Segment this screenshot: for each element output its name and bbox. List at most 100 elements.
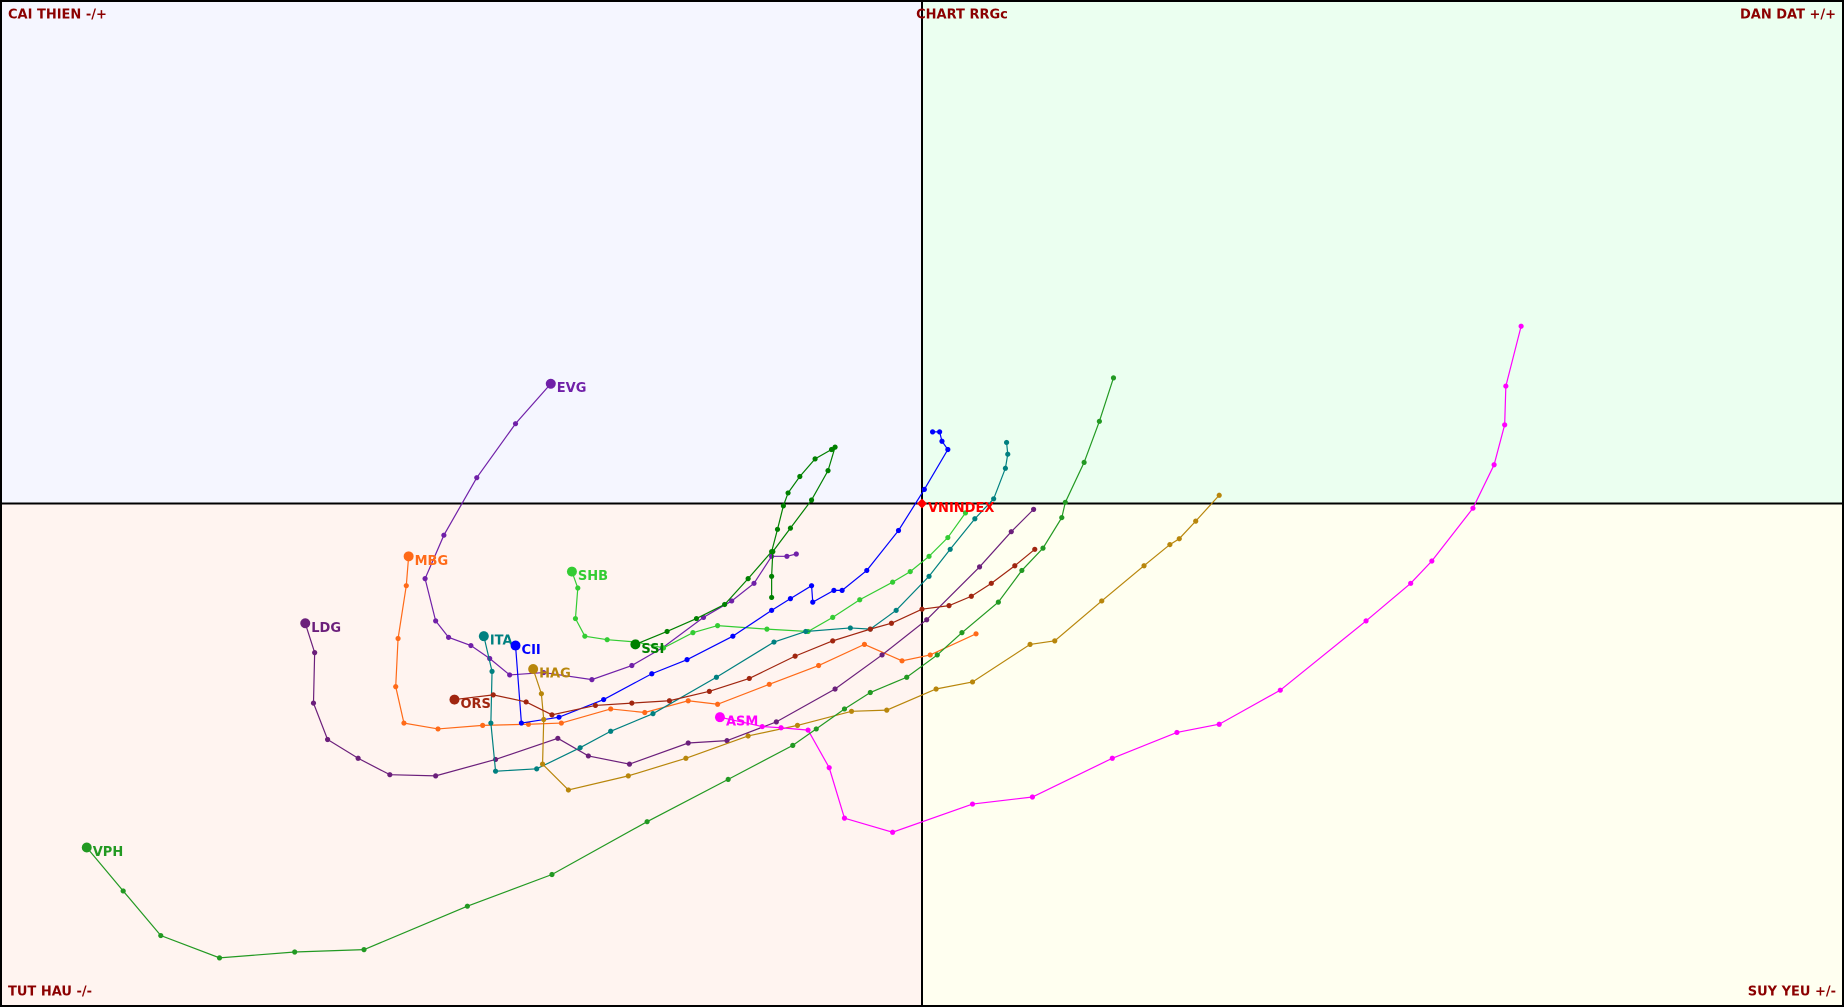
trail-point [422, 576, 428, 582]
series-label: ASM [726, 715, 758, 730]
trail-point [962, 510, 969, 516]
trail-point [216, 955, 223, 961]
trail-point [292, 949, 298, 955]
trail-point [1216, 721, 1222, 727]
trail-point [1193, 518, 1199, 524]
trail-point [785, 490, 791, 496]
trail-point [729, 598, 735, 604]
trail-point [549, 871, 555, 878]
trail-point [355, 755, 361, 761]
trail-point [650, 711, 656, 717]
trail-point [556, 714, 562, 720]
trail-point [888, 620, 895, 626]
trail-point [946, 603, 952, 609]
trail-point [861, 641, 868, 647]
trail-point [474, 475, 480, 481]
trail-point [884, 707, 890, 713]
trail-point [683, 755, 689, 761]
trail-point [685, 740, 691, 746]
trail-point [793, 551, 799, 557]
trail-point [1491, 462, 1497, 468]
trail-point [1110, 375, 1117, 381]
trail-point [968, 593, 974, 599]
trail-point [489, 668, 495, 674]
trail-point [864, 567, 870, 574]
trail-point [926, 553, 932, 559]
trail-point [539, 761, 546, 767]
trail-point [642, 709, 648, 716]
trail-point [973, 631, 979, 637]
trail-head [478, 631, 489, 642]
trail-point [433, 773, 439, 779]
trail-point [947, 546, 953, 552]
chart-title: CHART RRGc [916, 8, 1008, 23]
trail-point [387, 772, 393, 778]
trail-point [1167, 541, 1173, 548]
trail-point [927, 652, 933, 658]
trail-point [582, 633, 588, 639]
trail-head [714, 712, 725, 723]
trail-point [895, 527, 902, 534]
trail-point [774, 526, 781, 532]
trail-point [832, 686, 838, 692]
trail-point [825, 468, 831, 474]
trail-point [988, 580, 994, 586]
trail-point [706, 688, 712, 694]
trail-point [488, 720, 494, 726]
trail-point [1429, 558, 1435, 564]
quadrant [1, 1, 922, 504]
trail-point [813, 726, 819, 732]
trail-point [445, 634, 452, 640]
trail-point [1502, 422, 1508, 428]
trail-point [945, 446, 951, 453]
trail-point [644, 819, 650, 825]
trail-point [808, 497, 815, 503]
trail-point [1109, 755, 1115, 761]
trail-point [769, 607, 775, 613]
trail-point [464, 903, 470, 909]
series-label: MBG [415, 554, 449, 569]
trail-point [830, 638, 836, 644]
series-label: ORS [460, 697, 490, 712]
trail-point [525, 721, 532, 727]
trail-point [714, 623, 721, 629]
trail-point [401, 720, 407, 726]
trail-point [1029, 794, 1036, 800]
trail-point [629, 700, 635, 706]
trail-point [577, 745, 583, 751]
trail-point [601, 696, 607, 703]
trail-point [604, 637, 610, 643]
trail-point [803, 628, 809, 635]
quadrant-label: TUT HAU -/- [8, 985, 92, 1000]
quadrant-label: SUY YEU +/- [1748, 985, 1836, 1000]
trail-head [528, 664, 539, 675]
trail-point [1174, 729, 1180, 736]
trail-point [549, 712, 555, 718]
trail-point [1096, 418, 1102, 424]
trail-point [746, 675, 752, 682]
trail [424, 383, 797, 681]
trail-point [937, 429, 943, 435]
trail-point [608, 728, 614, 734]
series-label: LDG [311, 621, 341, 636]
trail-point [492, 768, 499, 774]
trail-point [907, 568, 913, 575]
trail-point [745, 733, 751, 739]
quadrant-label: DAN DAT +/+ [1740, 8, 1836, 23]
trail-point [921, 486, 927, 493]
trail-point [808, 583, 815, 589]
trail-point [810, 599, 816, 605]
trail-point [893, 607, 899, 613]
trail-point [435, 726, 441, 732]
trail-point [832, 444, 838, 450]
trail-point [730, 633, 736, 639]
trail-point [1363, 618, 1369, 624]
trail-point [787, 595, 794, 602]
trail-point [722, 601, 728, 608]
trail-point [1012, 563, 1018, 569]
trail-point [1216, 492, 1222, 498]
trail-point [565, 787, 572, 793]
trail-point [541, 716, 547, 723]
trail-point [831, 587, 837, 593]
